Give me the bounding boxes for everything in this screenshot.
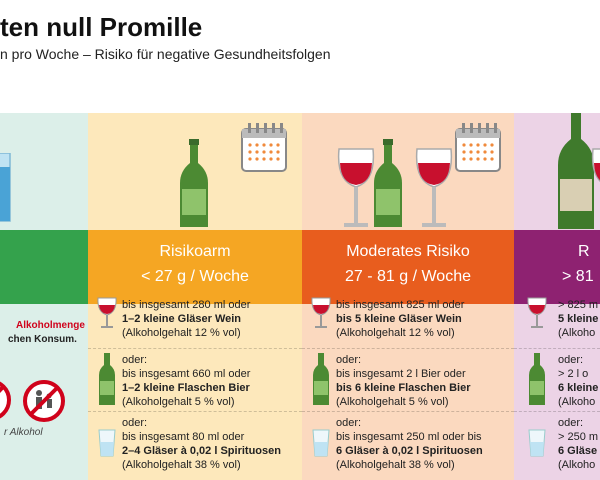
water-glass-icon [0, 153, 11, 222]
beer-bottle-small-icon [529, 353, 545, 405]
column-moderate-risk: Moderates Risiko 27 - 81 g / Woche bis i… [302, 113, 514, 480]
column-high-risk: R > 81 > 825 m 5 kleine (Alkoho oder: > … [514, 113, 600, 480]
category-band-low-risk: Risikoarm < 27 g / Woche [88, 230, 302, 304]
band-title: Moderates Risiko [346, 243, 470, 260]
moderate-risk-wine-text: bis insgesamt 825 ml oder bis 5 kleine G… [336, 299, 465, 339]
beer-bottle-icon [374, 139, 402, 227]
wine-glass-large-icon [415, 148, 453, 227]
high-risk-beer-text: oder: > 2 l o 6 kleine (Alkoho [558, 354, 599, 408]
wine-glass-icon [97, 297, 117, 328]
wine-glass-large-icon [591, 148, 600, 182]
wine-glass-icon [311, 297, 331, 328]
wine-bottle-icon [558, 113, 594, 229]
high-risk-wine-text: > 825 m 5 kleine (Alkoho [558, 299, 599, 339]
high-risk-spirits-text: oder: > 250 m 6 Gläse (Alkoho [558, 417, 599, 471]
low-risk-spirits-text: oder: bis insgesamt 80 ml oder 2–4 Gläse… [122, 417, 281, 471]
beer-bottle-icon [180, 139, 208, 227]
row-divider [302, 348, 514, 350]
row-divider [514, 348, 600, 350]
row-divider [88, 348, 302, 350]
moderate-risk-spirits-text: oder: bis insgesamt 250 ml oder bis 6 Gl… [336, 417, 483, 471]
column-low-risk: Risikoarm < 27 g / Woche bis insgesamt 2… [88, 113, 302, 480]
band-title: R [578, 243, 590, 260]
warning-line2: chen Konsum. [8, 334, 77, 345]
shot-glass-icon [98, 429, 116, 457]
pregnancy-prohibited-icon [0, 381, 11, 419]
beer-bottle-small-icon [99, 353, 115, 405]
calendar-icon [455, 123, 501, 172]
warning-text: Alkoholmenge chen Konsum. [0, 319, 85, 347]
calendar-icon [241, 123, 287, 172]
row-divider [514, 411, 600, 413]
beer-bottle-small-icon [313, 353, 329, 405]
row-divider [88, 411, 302, 413]
shot-glass-icon [312, 429, 330, 457]
band-subtitle: 27 - 81 g / Woche [345, 268, 471, 285]
band-subtitle: > 81 [562, 268, 594, 285]
row-divider [302, 411, 514, 413]
footnote: r Alkohol [4, 427, 43, 438]
category-band-high-risk: R > 81 [514, 230, 600, 304]
category-band-alcohol-free: rei che [0, 230, 88, 304]
children-prohibited-icon [23, 380, 65, 422]
band-title: Risikoarm [159, 243, 231, 260]
column-alcohol-free: rei che Alkoholmenge chen Konsum. r Alko… [0, 113, 88, 480]
low-risk-beer-text: oder: bis insgesamt 660 ml oder 1–2 klei… [122, 354, 251, 408]
warning-line1: Alkoholmenge [16, 320, 85, 331]
moderate-risk-beer-text: oder: bis insgesamt 2 l Bier oder bis 6 … [336, 354, 471, 408]
shot-glass-icon [528, 429, 546, 457]
page-title: ten null Promille [0, 12, 203, 42]
wine-glass-large-icon [337, 148, 375, 227]
band-subtitle: < 27 g / Woche [141, 268, 249, 285]
low-risk-wine-text: bis insgesamt 280 ml oder 1–2 kleine Glä… [122, 299, 251, 339]
page-subtitle: n pro Woche – Risiko für negative Gesund… [0, 46, 331, 62]
category-band-moderate-risk: Moderates Risiko 27 - 81 g / Woche [302, 230, 514, 304]
wine-glass-icon [527, 297, 547, 328]
